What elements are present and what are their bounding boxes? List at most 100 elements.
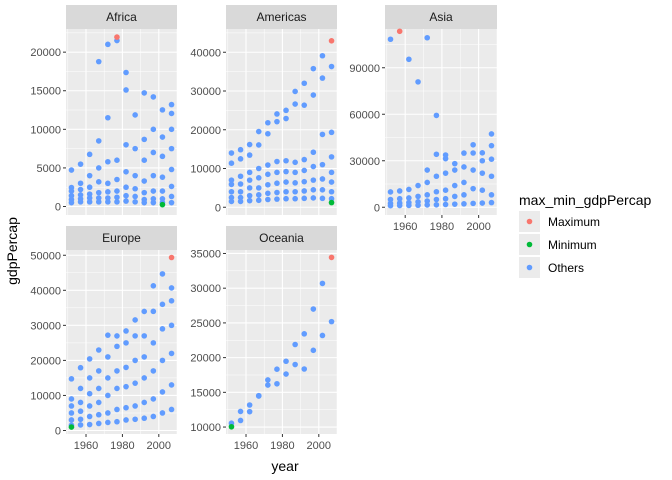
data-point-others <box>77 180 84 187</box>
facet-panels: Africa05000100001500020000Americas010000… <box>30 5 498 452</box>
y-tick-label: 20000 <box>30 47 61 59</box>
data-point-others <box>433 196 440 203</box>
facet-oceania: Oceania 10000 15000 20000 25000 30000 35000 196… <box>190 226 338 452</box>
data-point-others <box>255 192 262 198</box>
data-point-others <box>283 358 289 365</box>
data-point-others <box>292 188 298 195</box>
data-point-others <box>319 161 326 168</box>
data-point-others <box>168 382 175 388</box>
data-point-others <box>168 110 175 117</box>
data-point-others <box>433 173 440 180</box>
data-point-others <box>105 158 111 165</box>
data-point-others <box>132 172 138 179</box>
panel-background <box>66 250 177 434</box>
data-point-others <box>105 354 111 360</box>
data-point-others <box>328 188 335 195</box>
data-point-minimum <box>328 199 335 206</box>
data-point-others <box>228 181 235 188</box>
data-point-others <box>150 368 157 374</box>
data-point-others <box>95 199 102 205</box>
y-tick-label: 0 <box>215 202 221 214</box>
facet-strip-label: Americas <box>256 10 306 24</box>
panel-background <box>385 29 497 215</box>
data-point-others <box>470 185 476 192</box>
data-point-others <box>77 385 84 392</box>
data-point-others <box>159 188 166 194</box>
data-point-others <box>310 306 317 312</box>
data-point-others <box>274 366 280 372</box>
data-point-others <box>255 392 262 399</box>
data-point-others <box>159 195 166 202</box>
data-point-others <box>95 399 102 406</box>
data-point-others <box>283 168 289 175</box>
data-point-others <box>141 157 148 164</box>
y-tick-label: 90000 <box>349 63 380 75</box>
y-tick-label: 50000 <box>30 250 61 262</box>
data-point-others <box>95 195 102 201</box>
data-point-others <box>150 308 157 315</box>
data-point-others <box>274 189 280 196</box>
data-point-others <box>114 368 120 374</box>
data-point-others <box>237 198 244 205</box>
data-point-others <box>105 332 111 338</box>
legend-label: Minimum <box>548 238 597 252</box>
data-point-others <box>141 308 148 315</box>
data-point-others <box>310 92 317 98</box>
data-point-others <box>319 75 326 81</box>
data-point-others <box>114 343 120 350</box>
data-point-maximum <box>328 38 335 44</box>
facet-europe: Europe 0 10000 20000 30000 40000 50000 1960 1980… <box>30 226 178 452</box>
data-point-others <box>95 420 102 427</box>
data-point-others <box>77 199 84 205</box>
data-point-others <box>132 380 138 386</box>
data-point-others <box>105 189 111 195</box>
data-point-others <box>86 195 93 201</box>
data-point-others <box>442 170 449 176</box>
data-point-others <box>86 191 93 197</box>
data-point-others <box>237 146 244 153</box>
y-tick-label: 0 <box>55 202 61 214</box>
data-point-others <box>255 175 262 181</box>
data-point-others <box>470 141 476 148</box>
x-tick-label: 1960 <box>393 221 417 233</box>
data-point-others <box>319 131 326 138</box>
data-point-others <box>406 56 412 63</box>
data-point-others <box>301 195 308 202</box>
data-point-others <box>132 357 138 364</box>
data-point-others <box>123 141 129 148</box>
data-point-others <box>424 167 431 173</box>
data-point-others <box>114 418 120 425</box>
data-point-others <box>424 202 431 208</box>
data-point-others <box>68 167 75 173</box>
data-point-others <box>237 188 244 195</box>
data-point-others <box>77 408 84 415</box>
data-point-others <box>451 160 458 167</box>
data-point-others <box>168 285 175 291</box>
x-tick-label: 2000 <box>466 221 490 233</box>
data-point-others <box>141 415 148 422</box>
data-point-others <box>159 174 166 180</box>
data-point-others <box>265 162 271 168</box>
data-point-others <box>123 328 129 334</box>
data-point-others <box>228 150 235 156</box>
data-point-others <box>132 403 138 409</box>
y-tick-label: 35000 <box>190 248 221 260</box>
data-point-others <box>292 169 298 176</box>
data-point-others <box>77 161 84 167</box>
data-point-others <box>246 197 253 204</box>
data-point-others <box>105 195 111 201</box>
data-point-others <box>310 187 317 193</box>
data-point-others <box>292 159 298 166</box>
x-tick-label: 2000 <box>307 440 331 452</box>
data-point-others <box>301 188 308 194</box>
legend-title: max_min_gdpPercap <box>519 192 652 208</box>
data-point-others <box>387 202 394 209</box>
data-point-others <box>283 371 289 377</box>
data-point-others <box>328 63 335 70</box>
data-point-others <box>123 69 129 76</box>
facet-strip-label: Europe <box>102 231 141 245</box>
data-point-others <box>310 195 317 201</box>
data-points <box>228 38 335 206</box>
data-point-others <box>141 199 148 206</box>
data-point-others <box>168 126 175 133</box>
